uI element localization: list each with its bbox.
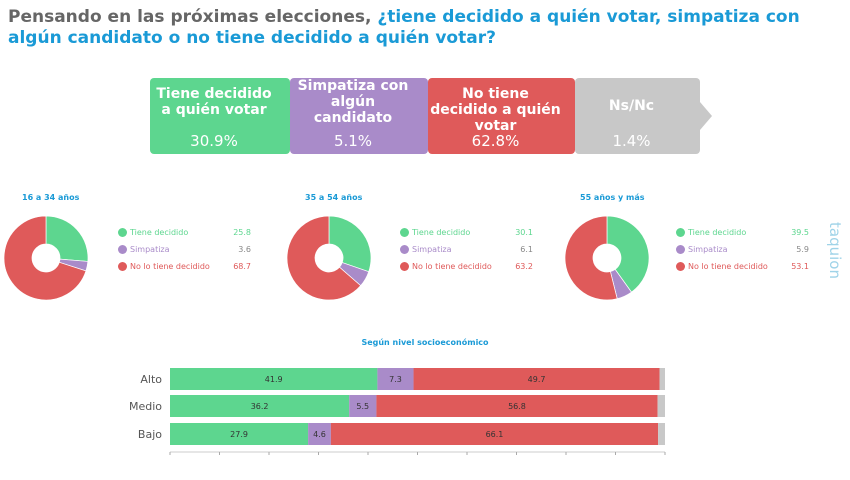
socioeconomic-bar-chart: Alto 41.9 7.3 49.7 Medio 36.2 5.5 56.8 Bajo 27.9 4…	[129, 368, 666, 455]
y-tick-label: Alto	[140, 373, 162, 386]
legend-value: 25.8	[233, 228, 251, 237]
legend-value: 30.1	[515, 228, 533, 237]
legend-value: 5.9	[796, 245, 809, 254]
y-tick-label: Bajo	[138, 428, 162, 441]
legend-dot-icon	[676, 245, 685, 254]
banner-label: No tiene decidido a quién votar	[430, 86, 561, 134]
banner-value: 5.1%	[333, 132, 373, 150]
banner-value: 62.8%	[471, 132, 520, 150]
bar-data-label: 41.9	[265, 375, 283, 384]
donut-legend: Tiene decidido 25.8 Simpatiza 3.6 No lo tien…	[118, 224, 251, 275]
banner-segment: Ns/Nc 1.4%	[575, 78, 712, 154]
bar-data-label: 4.6	[313, 430, 326, 439]
bar-segment	[170, 395, 350, 417]
title-lead: Pensando en las próximas elecciones,	[8, 7, 378, 27]
banner-label: Ns/Nc	[608, 98, 655, 114]
title-question: ¿tiene decidido a quién votar, simpatiza…	[8, 7, 800, 48]
y-tick-label: Medio	[129, 400, 162, 413]
legend-dot-icon	[676, 262, 685, 271]
bar-data-label: 66.1	[486, 430, 504, 439]
legend-item: No lo tiene decidido 53.1	[676, 258, 809, 275]
bar-segment	[659, 368, 665, 390]
donut-slice	[328, 215, 372, 273]
legend-value: 3.6	[238, 245, 251, 254]
bar-data-label: 49.7	[528, 375, 546, 384]
legend-label: No lo tiene decidido	[412, 262, 492, 271]
legend-label: Simpatiza	[412, 245, 452, 254]
legend-dot-icon	[676, 228, 685, 237]
donut-legend: Tiene decidido 39.5 Simpatiza 5.9 No lo tien…	[676, 224, 809, 275]
bar-segment	[376, 395, 658, 417]
banner-label: Tiene decidido a quién votar	[156, 86, 272, 118]
banner-segment: Simpatiza con algún candidato 5.1%	[290, 78, 440, 154]
legend-item: Tiene decidido 25.8	[118, 224, 251, 241]
bar-segment	[413, 368, 660, 390]
legend-item: Simpatiza 6.1	[400, 241, 533, 258]
bar-segment	[349, 395, 377, 417]
banner-segment: Tiene decidido a quién votar 30.9%	[150, 78, 302, 154]
donut-slice	[3, 215, 87, 301]
banner-value: 1.4%	[612, 132, 651, 150]
legend-dot-icon	[400, 262, 409, 271]
bar-data-label: 7.3	[389, 375, 402, 384]
legend-label: Simpatiza	[688, 245, 728, 254]
donut-chart	[564, 215, 650, 301]
legend-value: 6.1	[520, 245, 533, 254]
legend-item: No lo tiene decidido 68.7	[118, 258, 251, 275]
donut-slice	[606, 215, 650, 293]
bar-segment	[657, 395, 665, 417]
legend-item: Tiene decidido 30.1	[400, 224, 533, 241]
bar-chart-title: Según nivel socioeconómico	[361, 338, 489, 347]
legend-dot-icon	[118, 262, 127, 271]
legend-item: Simpatiza 3.6	[118, 241, 251, 258]
bar-segment	[658, 423, 665, 445]
page-title: Pensando en las próximas elecciones, ¿ti…	[8, 7, 848, 49]
donut-title: 55 años y más	[580, 193, 645, 202]
bar-segment	[308, 423, 331, 445]
legend-value: 53.1	[791, 262, 809, 271]
legend-item: No lo tiene decidido 63.2	[400, 258, 533, 275]
bar-segment	[377, 368, 414, 390]
legend-item: Simpatiza 5.9	[676, 241, 809, 258]
legend-dot-icon	[118, 228, 127, 237]
legend-value: 63.2	[515, 262, 533, 271]
legend-dot-icon	[400, 245, 409, 254]
bar-data-label: 36.2	[251, 402, 269, 411]
legend-value: 39.5	[791, 228, 809, 237]
bar-segment	[170, 368, 378, 390]
donut-slice	[286, 215, 362, 301]
banner-value: 30.9%	[190, 132, 238, 150]
banner-label: Simpatiza con algún candidato	[297, 78, 409, 126]
legend-label: Tiene decidido	[688, 228, 747, 237]
bar-data-label: 27.9	[230, 430, 248, 439]
legend-label: No lo tiene decidido	[688, 262, 768, 271]
legend-value: 68.7	[233, 262, 251, 271]
bar-data-label: 56.8	[508, 402, 526, 411]
donut-chart	[286, 215, 372, 301]
bar-data-label: 5.5	[356, 402, 369, 411]
legend-dot-icon	[400, 228, 409, 237]
legend-label: No lo tiene decidido	[130, 262, 210, 271]
legend-label: Tiene decidido	[130, 228, 189, 237]
legend-label: Tiene decidido	[412, 228, 471, 237]
legend-label: Simpatiza	[130, 245, 170, 254]
bar-segment	[170, 423, 309, 445]
donut-title: 16 a 34 años	[22, 193, 80, 202]
donut-chart	[3, 215, 89, 301]
legend-item: Tiene decidido 39.5	[676, 224, 809, 241]
banner-segment: No tiene decidido a quién votar 62.8%	[428, 78, 587, 154]
donut-slice	[45, 215, 89, 262]
legend-dot-icon	[118, 245, 127, 254]
donut-slice	[564, 215, 618, 301]
donut-legend: Tiene decidido 30.1 Simpatiza 6.1 No lo tien…	[400, 224, 533, 275]
taquion-logo: taquion	[826, 222, 844, 279]
bar-segment	[330, 423, 659, 445]
donut-title: 35 a 54 años	[305, 193, 363, 202]
